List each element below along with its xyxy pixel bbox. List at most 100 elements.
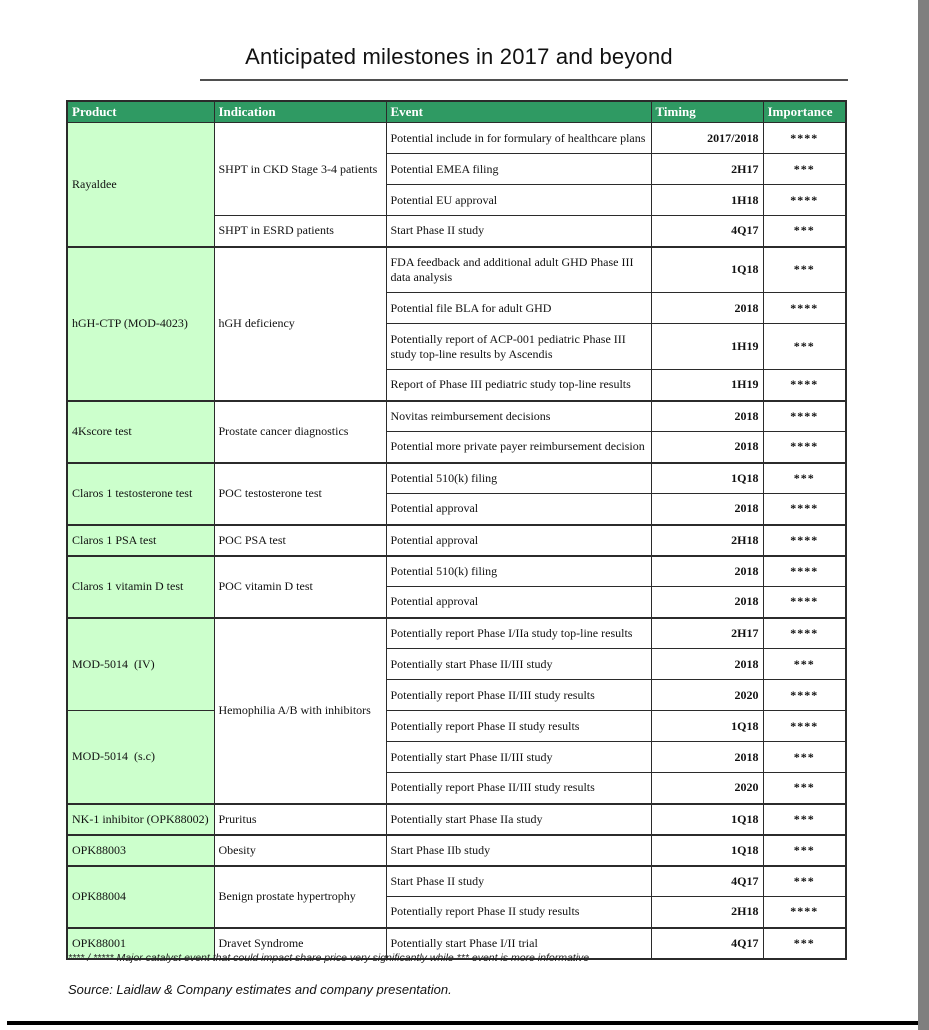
timing-cell: 1H19 xyxy=(650,369,764,401)
importance-cell: **** xyxy=(762,710,847,742)
timing-cell: 1H19 xyxy=(650,323,764,370)
timing-cell: 2018 xyxy=(650,741,764,773)
event-cell: Potential include in for formulary of he… xyxy=(385,122,652,154)
importance-cell: *** xyxy=(762,648,847,680)
table-row: Potential file BLA for adult GHD 2018 **… xyxy=(67,292,847,324)
table-row: OPK88001 Dravet Syndrome Potentially sta… xyxy=(66,926,847,959)
indication-cell: POC testosterone test xyxy=(213,461,387,525)
table-row: Rayaldee SHPT in CKD Stage 3-4 patients … xyxy=(66,122,847,247)
timing-cell: 1Q18 xyxy=(650,802,764,835)
indication-cell: POC vitamin D test xyxy=(213,554,387,618)
timing-cell: 4Q17 xyxy=(650,864,764,897)
indication-cell: Obesity xyxy=(213,833,387,866)
event-cell: Potentially start Phase IIa study xyxy=(385,802,652,835)
product-cell: OPK88004 xyxy=(66,864,215,928)
timing-cell: 2017/2018 xyxy=(650,122,764,154)
event-cell: FDA feedback and additional adult GHD Ph… xyxy=(385,245,652,293)
timing-cell: 2018 xyxy=(650,493,764,525)
importance-cell: **** xyxy=(762,616,847,649)
table-row: Claros 1 vitamin D test POC vitamin D te… xyxy=(66,554,847,618)
product-cell: hGH-CTP (MOD-4023) xyxy=(66,245,215,401)
importance-cell: **** xyxy=(762,554,847,587)
product-cell: Claros 1 vitamin D test xyxy=(66,554,215,618)
product-cell: 4Kscore test xyxy=(66,399,215,463)
page-edge-strip xyxy=(918,0,929,1030)
event-cell: Potentially report Phase II/III study re… xyxy=(385,679,652,711)
product-cell: OPK88001 xyxy=(66,926,215,959)
importance-cell: **** xyxy=(762,896,847,928)
event-cell: Potentially report Phase II/III study re… xyxy=(385,772,652,804)
table-row: Potentially report Phase II/III study re… xyxy=(67,772,847,804)
indication-cell: SHPT in ESRD patients xyxy=(213,215,387,247)
importance-cell: *** xyxy=(762,153,847,185)
source-attribution: Source: Laidlaw & Company estimates and … xyxy=(68,982,452,997)
milestones-table: Product Indication Event Timing Importan… xyxy=(66,100,847,960)
product-cell: Claros 1 testosterone test xyxy=(66,461,215,525)
table-row: Potentially report of ACP-001 pediatric … xyxy=(67,323,847,370)
event-cell: Novitas reimbursement decisions xyxy=(385,399,652,432)
table-row: MOD-5014 (s.c) Potentially report Phase … xyxy=(66,710,847,804)
table-row: Claros 1 testosterone test POC testoster… xyxy=(66,461,847,525)
timing-cell: 2018 xyxy=(650,554,764,587)
column-header-indication: Indication xyxy=(213,100,387,123)
timing-cell: 1Q18 xyxy=(650,710,764,742)
timing-cell: 2H17 xyxy=(650,153,764,185)
indication-cell: Pruritus xyxy=(213,802,387,835)
column-header-event: Event xyxy=(385,100,652,123)
importance-cell: *** xyxy=(762,215,847,247)
indication-cell: POC PSA test xyxy=(213,523,387,556)
event-cell: Potential approval xyxy=(385,586,652,618)
timing-cell: 4Q17 xyxy=(650,926,764,959)
event-cell: Potential more private payer reimburseme… xyxy=(385,431,652,463)
event-cell: Potentially report of ACP-001 pediatric … xyxy=(385,323,652,370)
indication-cell: SHPT in CKD Stage 3-4 patients xyxy=(213,122,387,216)
importance-cell: **** xyxy=(762,184,847,216)
timing-cell: 2020 xyxy=(650,772,764,804)
timing-cell: 4Q17 xyxy=(650,215,764,247)
importance-cell: **** xyxy=(762,586,847,618)
timing-cell: 2H18 xyxy=(650,896,764,928)
indication-cell: Hemophilia A/B with inhibitors xyxy=(213,616,387,804)
product-cell: OPK88003 xyxy=(66,833,215,866)
importance-cell: *** xyxy=(762,833,847,866)
timing-cell: 1H18 xyxy=(650,184,764,216)
timing-cell: 2H17 xyxy=(650,616,764,649)
indication-cell: Dravet Syndrome xyxy=(213,926,387,959)
event-cell: Potentially start Phase II/III study xyxy=(385,741,652,773)
product-cell: MOD-5014 (s.c) xyxy=(66,710,215,804)
product-cell: Rayaldee xyxy=(66,122,215,247)
timing-cell: 1Q18 xyxy=(650,461,764,494)
event-cell: Potentially report Phase II study result… xyxy=(385,896,652,928)
importance-cell: *** xyxy=(762,772,847,804)
table-row: Potential EU approval 1H18 **** xyxy=(67,184,847,216)
timing-cell: 1Q18 xyxy=(650,833,764,866)
event-cell: Potential approval xyxy=(385,493,652,525)
table-row: Potentially start Phase II/III study 201… xyxy=(67,648,847,680)
importance-cell: *** xyxy=(762,741,847,773)
event-cell: Start Phase II study xyxy=(385,864,652,897)
event-cell: Potential EU approval xyxy=(385,184,652,216)
indication-cell: Benign prostate hypertrophy xyxy=(213,864,387,928)
importance-cell: **** xyxy=(762,399,847,432)
column-header-importance: Importance xyxy=(762,100,847,123)
timing-cell: 2018 xyxy=(650,431,764,463)
event-cell: Start Phase II study xyxy=(385,215,652,247)
table-row: OPK88004 Benign prostate hypertrophy Sta… xyxy=(66,864,847,928)
product-cell: NK-1 inhibitor (OPK88002) xyxy=(66,802,215,835)
header-row: Product Indication Event Timing Importan… xyxy=(66,100,847,123)
importance-cell: **** xyxy=(762,292,847,324)
importance-cell: **** xyxy=(762,431,847,463)
page-bottom-rule xyxy=(7,1021,918,1025)
importance-cell: *** xyxy=(762,926,847,959)
importance-cell: **** xyxy=(762,369,847,401)
product-cell: Claros 1 PSA test xyxy=(66,523,215,556)
column-header-product: Product xyxy=(66,100,215,123)
event-cell: Potential file BLA for adult GHD xyxy=(385,292,652,324)
table-row: SHPT in ESRD patients Start Phase II stu… xyxy=(67,215,847,247)
importance-cell: *** xyxy=(762,323,847,370)
timing-cell: 2018 xyxy=(650,399,764,432)
table-row: Potential approval 2018 **** xyxy=(67,586,847,618)
table-row: Potential more private payer reimburseme… xyxy=(67,431,847,463)
importance-cell: **** xyxy=(762,493,847,525)
